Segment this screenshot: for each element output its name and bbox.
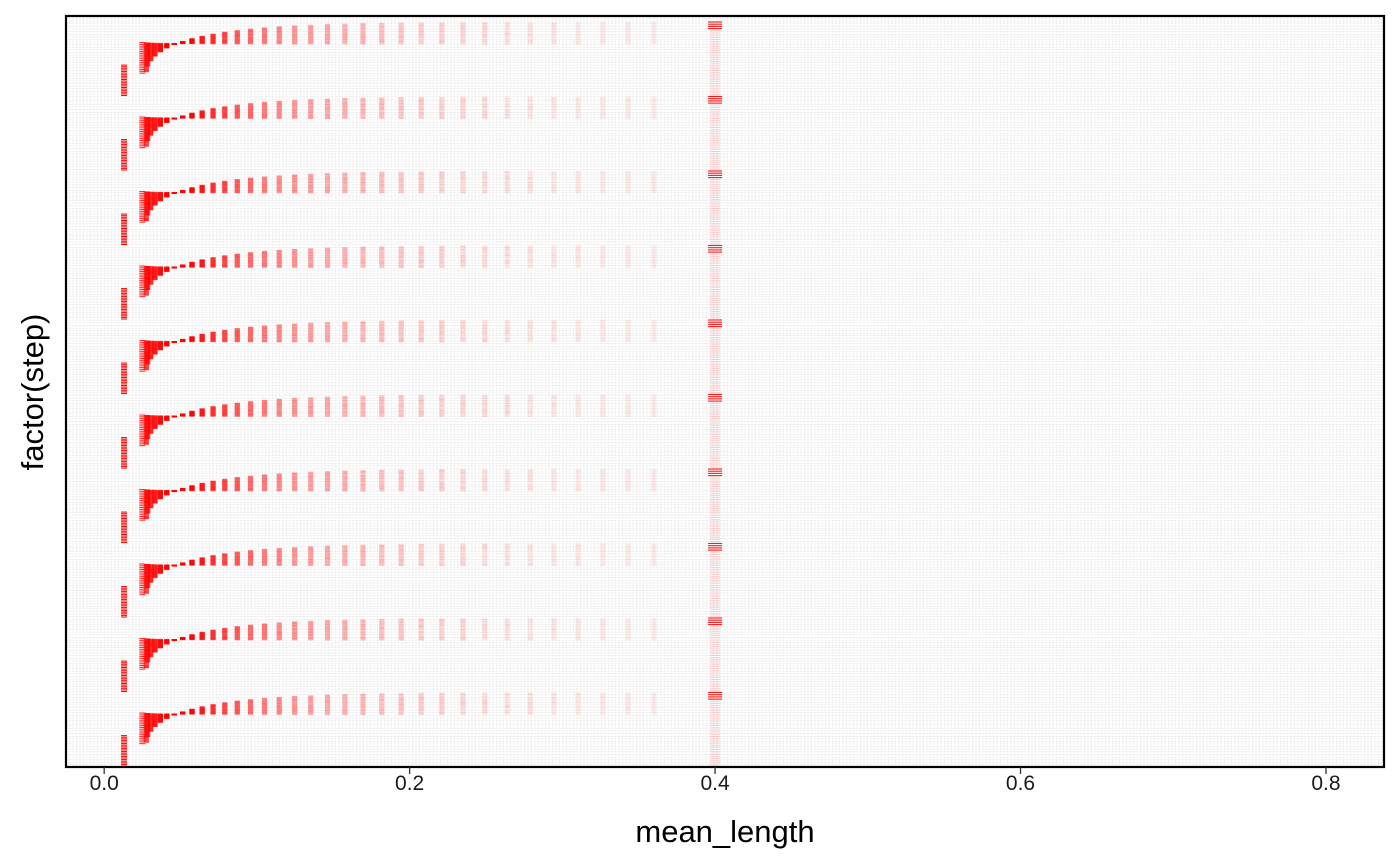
plot-panel-background xyxy=(66,16,1384,767)
